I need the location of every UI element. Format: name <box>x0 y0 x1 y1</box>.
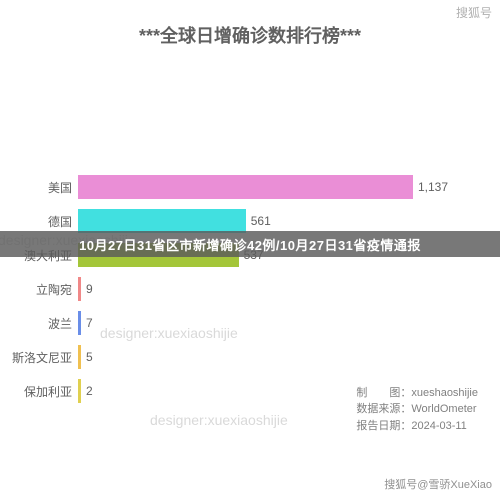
bar-value: 9 <box>81 282 93 296</box>
bar-row: 立陶宛9 <box>78 272 448 306</box>
bar-value: 7 <box>81 316 93 330</box>
chart-title: ***全球日增确诊数排行榜*** <box>0 0 500 48</box>
source-corner: 搜狐号 <box>456 4 492 21</box>
bar-row: 波兰7 <box>78 306 448 340</box>
bar-chart: 美国1,137德国561澳大利亚537立陶宛9波兰7斯洛文尼亚5保加利亚2 <box>78 170 448 408</box>
bar <box>78 175 413 199</box>
bar-row: 斯洛文尼亚5 <box>78 340 448 374</box>
credit-source: 数据来源：WorldOmeter <box>356 401 478 418</box>
bar-value: 5 <box>81 350 93 364</box>
bar-label: 美国 <box>48 179 78 196</box>
credit-author: 制 图：xueshaoshijie <box>356 385 478 402</box>
credit-date: 报告日期：2024-03-11 <box>356 418 478 435</box>
watermark: designer:xuexiaoshijie <box>150 412 288 428</box>
account-tag: 搜狐号@雪骄XueXiao <box>384 476 492 492</box>
news-overlay-banner: 10月27日31省区市新增确诊42例/10月27日31省疫情通报 <box>0 231 500 257</box>
bar-label: 立陶宛 <box>36 281 78 298</box>
bar-value: 1,137 <box>413 180 448 194</box>
bar-value: 561 <box>246 214 271 228</box>
bar-label: 保加利亚 <box>24 383 78 400</box>
bar-row: 美国1,137 <box>78 170 448 204</box>
bar-label: 波兰 <box>48 315 78 332</box>
bar-label: 德国 <box>48 213 78 230</box>
bar-value: 2 <box>81 384 93 398</box>
credits: 制 图：xueshaoshijie 数据来源：WorldOmeter 报告日期：… <box>356 385 478 435</box>
bar <box>78 209 246 233</box>
bar-label: 斯洛文尼亚 <box>12 349 78 366</box>
